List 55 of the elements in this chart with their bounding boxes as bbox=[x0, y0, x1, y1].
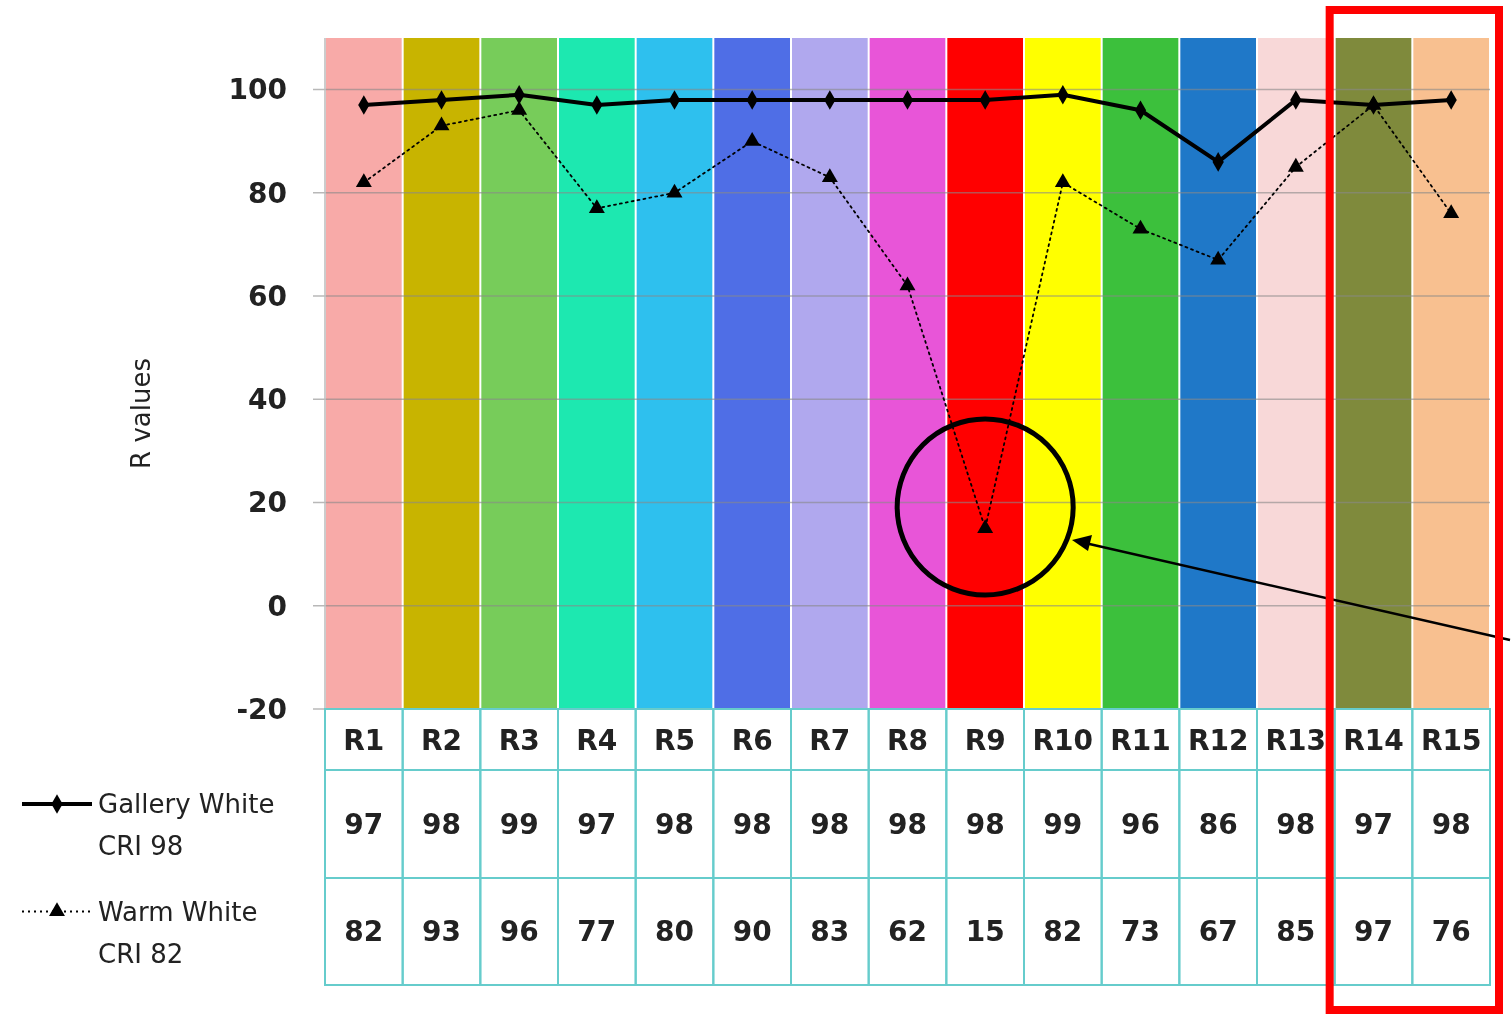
data-label: 97 bbox=[1354, 915, 1393, 949]
y-tick-label: 0 bbox=[267, 589, 287, 623]
data-label: 76 bbox=[1431, 915, 1471, 949]
x-tick-label: R4 bbox=[576, 723, 618, 757]
data-label: 98 bbox=[732, 807, 772, 841]
x-tick-label: R13 bbox=[1265, 723, 1327, 757]
data-label: 85 bbox=[1276, 915, 1316, 949]
y-tick-label: -20 bbox=[236, 692, 287, 726]
y-tick-label: 100 bbox=[228, 73, 287, 107]
x-tick-label: R2 bbox=[420, 723, 463, 757]
x-tick-label: R11 bbox=[1110, 723, 1171, 757]
data-label: 90 bbox=[732, 915, 772, 949]
data-label: 15 bbox=[965, 915, 1005, 949]
data-label: 97 bbox=[344, 807, 384, 841]
data-label: 93 bbox=[422, 915, 461, 949]
x-tick-label: R10 bbox=[1032, 723, 1094, 757]
data-label: 98 bbox=[422, 807, 461, 841]
x-tick-label: R6 bbox=[731, 723, 773, 757]
x-tick-label: R14 bbox=[1343, 723, 1404, 757]
data-label: 96 bbox=[1121, 807, 1160, 841]
data-label: 98 bbox=[810, 807, 850, 841]
legend-label: Warm White CRI 82 bbox=[98, 896, 258, 969]
data-label: 97 bbox=[577, 807, 617, 841]
data-label: 98 bbox=[1431, 807, 1471, 841]
y-tick-label: 80 bbox=[248, 176, 287, 210]
data-label: 67 bbox=[1198, 915, 1238, 949]
y-tick-label: 20 bbox=[248, 486, 287, 520]
data-label: 62 bbox=[888, 915, 927, 949]
x-tick-label: R15 bbox=[1420, 723, 1482, 757]
data-label: 99 bbox=[1043, 807, 1083, 841]
x-tick-label: R12 bbox=[1187, 723, 1249, 757]
data-label: 96 bbox=[499, 915, 539, 949]
data-label: 98 bbox=[1276, 807, 1316, 841]
x-tick-label: R8 bbox=[886, 723, 929, 757]
data-label: 98 bbox=[888, 807, 927, 841]
data-label: 83 bbox=[810, 915, 850, 949]
x-tick-label: R7 bbox=[809, 723, 851, 757]
y-axis-title: R values bbox=[126, 358, 156, 469]
data-label: 86 bbox=[1198, 807, 1238, 841]
data-label: 73 bbox=[1121, 915, 1160, 949]
x-tick-label: R9 bbox=[964, 723, 1006, 757]
y-tick-label: 60 bbox=[248, 279, 287, 313]
data-label: 98 bbox=[965, 807, 1005, 841]
data-label: 80 bbox=[655, 915, 694, 949]
data-label: 77 bbox=[577, 915, 617, 949]
data-label: 82 bbox=[344, 915, 384, 949]
x-tick-label: R3 bbox=[498, 723, 540, 757]
data-label: 97 bbox=[1354, 807, 1393, 841]
legend-label: Gallery White CRI 98 bbox=[98, 789, 275, 862]
x-tick-label: R5 bbox=[653, 723, 696, 757]
data-label: 99 bbox=[499, 807, 539, 841]
x-tick-label: R1 bbox=[343, 723, 385, 757]
data-label: 98 bbox=[655, 807, 694, 841]
data-label: 82 bbox=[1043, 915, 1083, 949]
y-tick-label: 40 bbox=[248, 383, 287, 417]
